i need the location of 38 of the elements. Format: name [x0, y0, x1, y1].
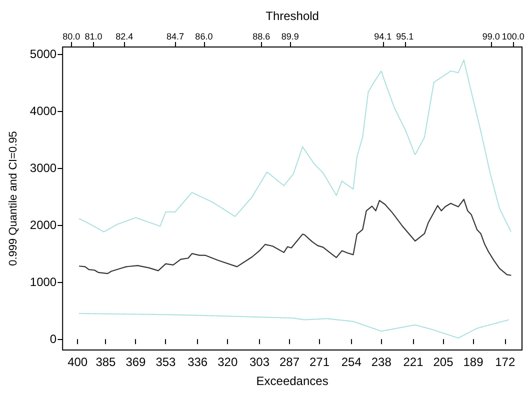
- x2-tick-label: 94.1: [374, 32, 392, 42]
- x2-tick-label: 100.0: [502, 32, 524, 42]
- x-tick-label: 303: [249, 355, 270, 369]
- line-series: [78, 60, 512, 232]
- x2-tick-label: 99.0: [482, 32, 500, 42]
- y-tick-label: 2000: [30, 218, 57, 232]
- x-tick-label: 320: [218, 355, 238, 369]
- x2-tick-label: 82.4: [116, 32, 134, 42]
- x-tick-label: 369: [126, 355, 146, 369]
- x-tick-label: 205: [433, 355, 454, 369]
- y-tick-label: 4000: [30, 104, 57, 118]
- x-tick-label: 287: [279, 355, 300, 369]
- x-tick-label: 336: [188, 355, 208, 369]
- y-tick-label: 1000: [30, 275, 57, 290]
- y-tick-label: 0: [50, 332, 57, 346]
- x2-tick-label: 81.0: [84, 32, 102, 42]
- x-tick-label: 254: [341, 355, 362, 369]
- line-series: [78, 198, 512, 276]
- y-tick-label: 3000: [30, 160, 57, 175]
- line-series: [78, 312, 510, 339]
- x2-tick-label: 95.1: [396, 32, 414, 42]
- x2-tick-label: 88.6: [252, 32, 270, 42]
- x-tick-label: 189: [463, 355, 484, 369]
- x-tick-label: 353: [156, 355, 176, 369]
- x2-tick-label: 84.7: [166, 32, 184, 42]
- y-axis-title: 0.999 Quantile and CI=0.95: [8, 131, 20, 266]
- x2-tick-label: 86.0: [195, 32, 213, 42]
- x-tick-label: 271: [309, 355, 330, 369]
- x-tick-label: 385: [96, 355, 116, 369]
- x-tick-label: 400: [68, 355, 88, 369]
- x2-tick-label: 80.0: [62, 32, 80, 42]
- x2-axis-title: Threshold: [266, 9, 319, 23]
- x-tick-label: 238: [371, 355, 392, 369]
- x-tick-label: 221: [403, 355, 424, 369]
- x-tick-label: 172: [495, 355, 516, 369]
- y-tick-label: 5000: [30, 46, 57, 61]
- x2-tick-label: 89.9: [281, 32, 299, 42]
- x-axis-title: Exceedances: [256, 374, 328, 388]
